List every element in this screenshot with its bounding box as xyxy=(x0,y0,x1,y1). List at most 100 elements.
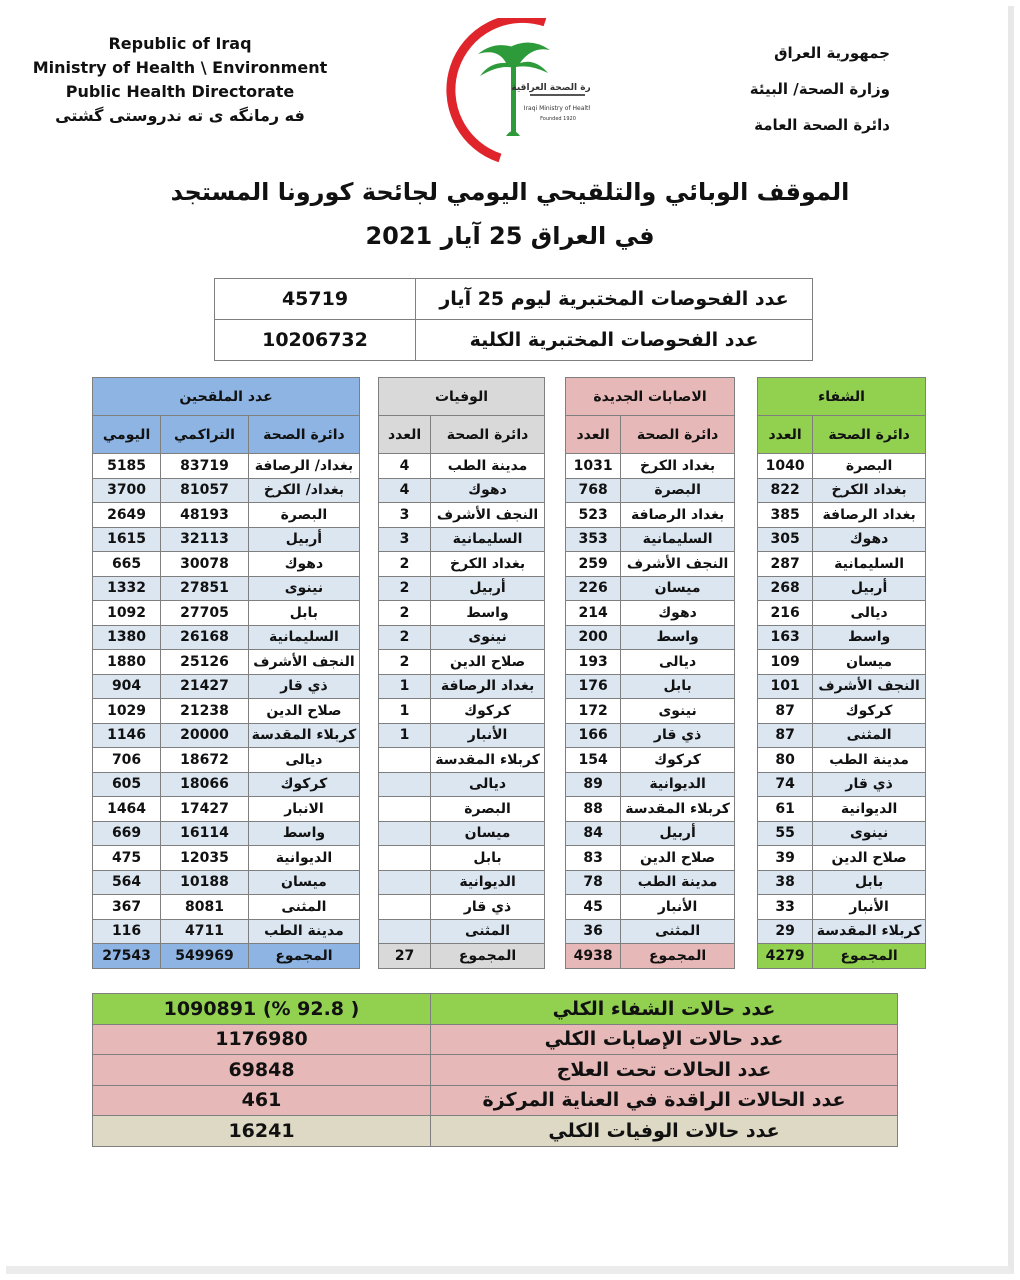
recovery-district: كركوك xyxy=(812,698,926,724)
vaccine-column-header: اليومي xyxy=(91,415,162,454)
deaths-value xyxy=(377,796,432,822)
vaccine-value: 4711 xyxy=(160,918,249,944)
deaths-district: ذي قار xyxy=(430,894,545,920)
vaccine-value: 21427 xyxy=(160,673,249,699)
vaccine-district: ميسان xyxy=(247,869,361,895)
cases-row: 176 بابل xyxy=(564,673,735,699)
cases-value: 89 xyxy=(564,771,622,797)
cases-row: 200 واسط xyxy=(564,624,735,650)
cases-value: 88 xyxy=(564,796,622,822)
recovery-row: 33 الأنبار xyxy=(756,894,926,920)
deaths-value: 2 xyxy=(377,551,432,577)
deaths-row: 2 بغداد الكرخ xyxy=(377,551,545,577)
vaccine-value: 26168 xyxy=(160,624,249,650)
cases-district: أربيل xyxy=(620,820,735,846)
cases-district: كربلاء المقدسة xyxy=(620,796,735,822)
vaccine-value: 8081 xyxy=(160,894,249,920)
vaccine-row: 1332 27851 نينوى xyxy=(91,575,361,601)
cases-district: ميسان xyxy=(620,575,735,601)
vaccine-district: أربيل xyxy=(247,526,361,552)
recovery-district: أربيل xyxy=(812,575,926,601)
vaccine-row: 1880 25126 النجف الأشرف xyxy=(91,649,361,675)
cases-row: 214 دهوك xyxy=(564,600,735,626)
cases-value: 259 xyxy=(564,551,622,577)
deaths-value xyxy=(377,894,432,920)
vaccine-value: 18066 xyxy=(160,771,249,797)
vaccine-value: 1880 xyxy=(91,649,162,675)
vaccine-value: 17427 xyxy=(160,796,249,822)
deaths-row: ديالى xyxy=(377,771,545,797)
cases-value: 45 xyxy=(564,894,622,920)
vaccine-row: 669 16114 واسط xyxy=(91,820,361,846)
recovery-row: 101 النجف الأشرف xyxy=(756,673,926,699)
cases-title: الاصابات الجديدة xyxy=(565,377,735,416)
recovery-row: 1040 البصرة xyxy=(756,453,926,479)
deaths-row: 2 صلاح الدين xyxy=(377,649,545,675)
vaccine-district: بابل xyxy=(247,600,361,626)
cases-row: 172 نينوى xyxy=(564,698,735,724)
summary-label: عدد حالات الوفيات الكلي xyxy=(430,1115,898,1147)
vaccine-value: 16114 xyxy=(160,820,249,846)
cases-value: 166 xyxy=(564,722,622,748)
vaccine-value: 1146 xyxy=(91,722,162,748)
vaccine-value: 20000 xyxy=(160,722,249,748)
new-cases-table: الاصابات الجديدة العدد دائرة الصحة 1031 بغدا… xyxy=(564,377,735,969)
vaccine-total-value: 549969 xyxy=(160,943,249,969)
vaccine-value: 475 xyxy=(91,845,162,871)
recovery-row: 822 بغداد الكرخ xyxy=(756,477,926,503)
deaths-total-row: 27 المجموع xyxy=(377,943,545,969)
recovery-value: 822 xyxy=(756,477,814,503)
deaths-row: 3 النجف الأشرف xyxy=(377,502,545,528)
vaccine-district: البصرة xyxy=(247,502,361,528)
deaths-value: 4 xyxy=(377,477,432,503)
cases-row: 154 كركوك xyxy=(564,747,735,773)
recovery-row: 87 المثنى xyxy=(756,722,926,748)
deaths-total-label: المجموع xyxy=(430,943,545,969)
recovery-row: 385 بغداد الرصافة xyxy=(756,502,926,528)
svg-text:Founded 1920: Founded 1920 xyxy=(540,116,576,122)
deaths-row: بابل xyxy=(377,845,545,871)
vaccine-value: 367 xyxy=(91,894,162,920)
deaths-row: 1 بغداد الرصافة xyxy=(377,673,545,699)
deaths-row: كربلاء المقدسة xyxy=(377,747,545,773)
vaccine-district: دهوك xyxy=(247,551,361,577)
cases-title-row: الاصابات الجديدة xyxy=(565,377,735,416)
vaccine-value: 21238 xyxy=(160,698,249,724)
header-en-line: Ministry of Health \ Environment xyxy=(32,58,328,77)
recovery-district: المثنى xyxy=(812,722,926,748)
vaccine-value: 605 xyxy=(91,771,162,797)
cases-row: 259 النجف الأشرف xyxy=(564,551,735,577)
cases-column-header: العدد xyxy=(564,415,622,454)
deaths-row: 4 دهوك xyxy=(377,477,545,503)
deaths-value: 3 xyxy=(377,502,432,528)
header-ar-line: دائرة الصحة العامة xyxy=(754,116,890,134)
vaccine-value: 3700 xyxy=(91,477,162,503)
recovery-district: ميسان xyxy=(812,649,926,675)
deaths-district: الأنبار xyxy=(430,722,545,748)
vaccine-value: 1380 xyxy=(91,624,162,650)
cases-district: ذي قار xyxy=(620,722,735,748)
deaths-row: 2 واسط xyxy=(377,600,545,626)
cases-district: بغداد الكرخ xyxy=(620,453,735,479)
cases-district: بابل xyxy=(620,673,735,699)
deaths-value: 2 xyxy=(377,649,432,675)
recovery-value: 74 xyxy=(756,771,814,797)
cases-row: 78 مدينة الطب xyxy=(564,869,735,895)
cases-value: 36 xyxy=(564,918,622,944)
summary-row: 69848 عدد الحالات تحت العلاج xyxy=(92,1054,898,1086)
recovery-column-header-row: العدد دائرة الصحة xyxy=(756,415,926,454)
recovery-value: 61 xyxy=(756,796,814,822)
recovery-value: 39 xyxy=(756,845,814,871)
cases-row: 89 الديوانية xyxy=(564,771,735,797)
deaths-column-header: العدد xyxy=(377,415,432,454)
deaths-value xyxy=(377,820,432,846)
vaccine-row: 367 8081 المثنى xyxy=(91,894,361,920)
deaths-row: 2 نينوى xyxy=(377,624,545,650)
cases-district: ديالى xyxy=(620,649,735,675)
deaths-district: بغداد الكرخ xyxy=(430,551,545,577)
vaccine-value: 2649 xyxy=(91,502,162,528)
vaccine-title-row: عدد الملقحين xyxy=(92,377,360,416)
deaths-value: 1 xyxy=(377,698,432,724)
deaths-row: البصرة xyxy=(377,796,545,822)
vaccine-row: 475 12035 الديوانية xyxy=(91,845,361,871)
